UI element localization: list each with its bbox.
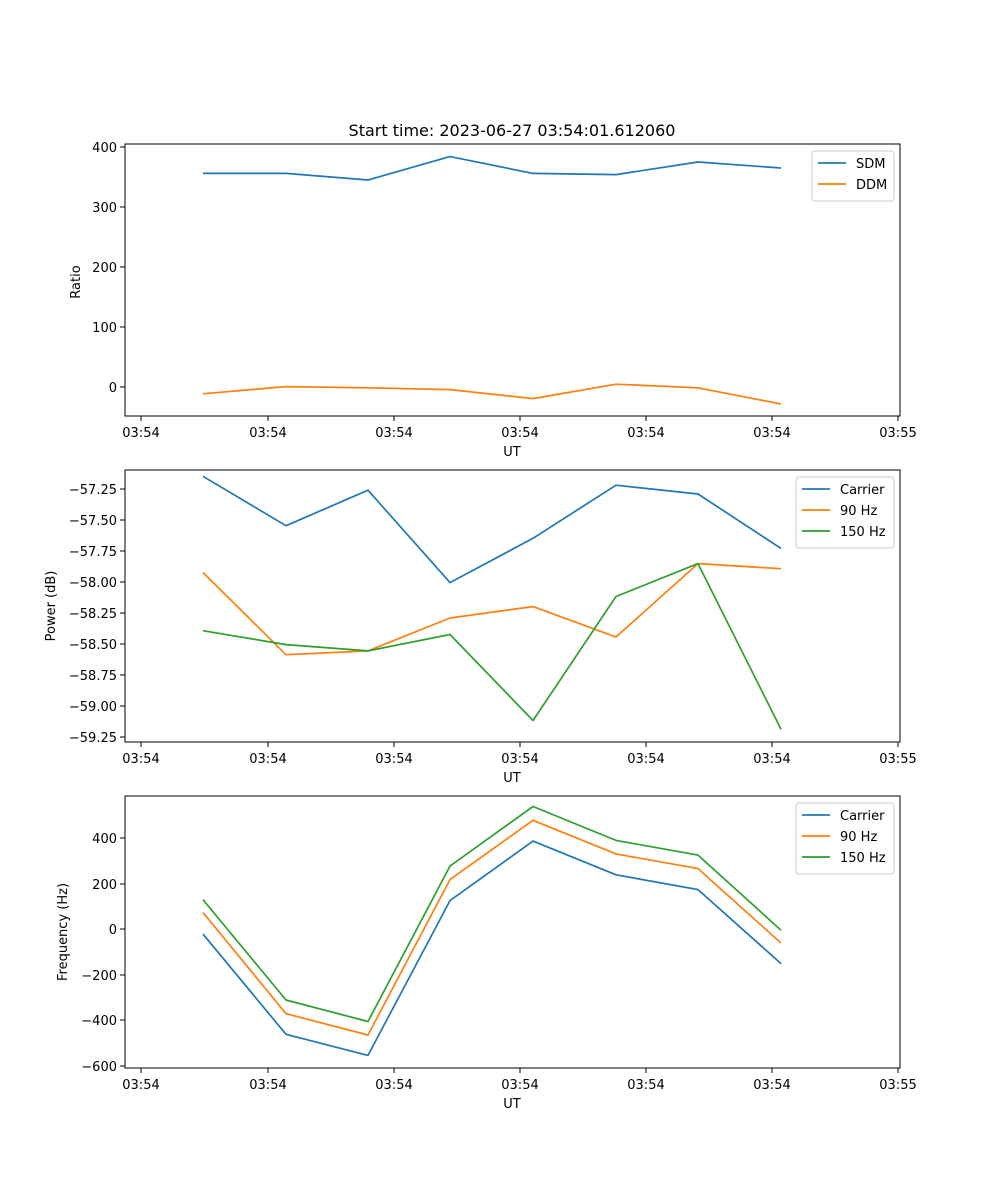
plot-frame: [124, 469, 901, 743]
y-tick-label: −57.75: [69, 545, 117, 560]
plot-frame: [124, 795, 901, 1069]
legend-label: 90 Hz: [840, 830, 877, 845]
y-axis: 400 300 200 100 0: [92, 141, 125, 396]
y-tick-label: −59.25: [69, 731, 117, 746]
x-tick-label: 03:54: [249, 752, 286, 767]
y-tick-label: 0: [109, 923, 117, 938]
y-tick-label: 200: [92, 878, 117, 893]
y-tick-label: 200: [92, 261, 117, 276]
x-tick-label: 03:54: [501, 426, 538, 441]
x-tick-label: 03:54: [753, 1078, 790, 1093]
y-axis: 400 200 0 −200 −400 −600: [81, 832, 125, 1075]
x-tick-label: 03:54: [501, 752, 538, 767]
series-lines: [202, 155, 782, 405]
legend-label: 90 Hz: [840, 504, 877, 519]
x-axis-label: UT: [503, 771, 521, 786]
y-tick-label: −59.00: [69, 700, 117, 715]
plot-frame: [124, 143, 901, 417]
series-line-carrier: [202, 475, 782, 584]
legend: Carrier 90 Hz 150 Hz: [795, 476, 895, 549]
y-tick-label: −200: [81, 969, 117, 984]
y-tick-label: 400: [92, 832, 117, 847]
legend-label: DDM: [856, 178, 887, 193]
series-line-ddm: [202, 383, 782, 405]
legend: SDM DDM: [811, 150, 895, 202]
series-lines: [202, 805, 782, 1057]
y-axis-label: Frequency (Hz): [56, 883, 71, 981]
x-tick-label: 03:54: [627, 752, 664, 767]
series-line-150-hz: [202, 805, 782, 1023]
legend-label: 150 Hz: [840, 851, 886, 866]
x-tick-label: 03:54: [122, 1078, 159, 1093]
x-tick-label: 03:54: [753, 426, 790, 441]
legend-label: SDM: [856, 157, 885, 172]
series-lines: [202, 475, 782, 730]
legend-label: Carrier: [840, 809, 885, 824]
x-tick-label: 03:55: [879, 752, 916, 767]
series-line-sdm: [203, 155, 782, 181]
x-tick-label: 03:54: [627, 426, 664, 441]
legend: Carrier 90 Hz 150 Hz: [795, 802, 895, 875]
y-tick-label: −57.50: [69, 514, 117, 529]
y-tick-label: −58.50: [69, 638, 117, 653]
legend-label: Carrier: [840, 483, 885, 498]
x-tick-label: 03:54: [249, 1078, 286, 1093]
x-tick-label: 03:54: [122, 752, 159, 767]
x-tick-label: 03:54: [375, 752, 412, 767]
x-axis-label: UT: [503, 1097, 521, 1112]
x-tick-label: 03:54: [627, 1078, 664, 1093]
y-tick-label: −58.25: [69, 607, 117, 622]
chart-title: Start time: 2023-06-27 03:54:01.612060: [349, 121, 676, 140]
x-axis: 03:54 03:54 03:54 03:54 03:54 03:54 03:55: [122, 1068, 917, 1093]
x-tick-label: 03:54: [501, 1078, 538, 1093]
y-tick-label: 300: [92, 201, 117, 216]
x-tick-label: 03:54: [249, 426, 286, 441]
x-axis: 03:54 03:54 03:54 03:54 03:54 03:54 03:55: [122, 742, 917, 767]
y-tick-label: 100: [92, 321, 117, 336]
y-tick-label: −57.25: [69, 483, 117, 498]
series-line-150-hz: [202, 562, 782, 730]
ratio-panel: Start time: 2023-06-27 03:54:01.612060 4…: [69, 121, 917, 460]
power-panel: −57.25 −57.50 −57.75 −58.00 −58.25 −58.50 −58.…: [44, 469, 917, 786]
series-line-carrier: [202, 840, 782, 1057]
x-axis-label: UT: [503, 445, 521, 460]
y-tick-label: −58.00: [69, 576, 117, 591]
y-tick-label: 0: [109, 381, 117, 396]
x-tick-label: 03:55: [879, 426, 916, 441]
y-tick-label: −58.75: [69, 669, 117, 684]
x-tick-label: 03:54: [753, 752, 790, 767]
y-tick-label: 400: [92, 141, 117, 156]
y-tick-label: −600: [81, 1060, 117, 1075]
x-tick-label: 03:54: [375, 1078, 412, 1093]
series-line-90-hz: [202, 562, 782, 656]
x-tick-label: 03:54: [375, 426, 412, 441]
x-tick-label: 03:54: [122, 426, 159, 441]
legend-label: 150 Hz: [840, 525, 886, 540]
x-tick-label: 03:55: [879, 1078, 916, 1093]
y-tick-label: −400: [81, 1014, 117, 1029]
series-line-90-hz: [202, 819, 782, 1036]
y-axis-label: Ratio: [69, 265, 84, 298]
x-axis: 03:54 03:54 03:54 03:54 03:54 03:54 03:55: [122, 416, 917, 441]
y-axis: −57.25 −57.50 −57.75 −58.00 −58.25 −58.50 −58.…: [69, 483, 125, 746]
y-axis-label: Power (dB): [44, 571, 59, 642]
